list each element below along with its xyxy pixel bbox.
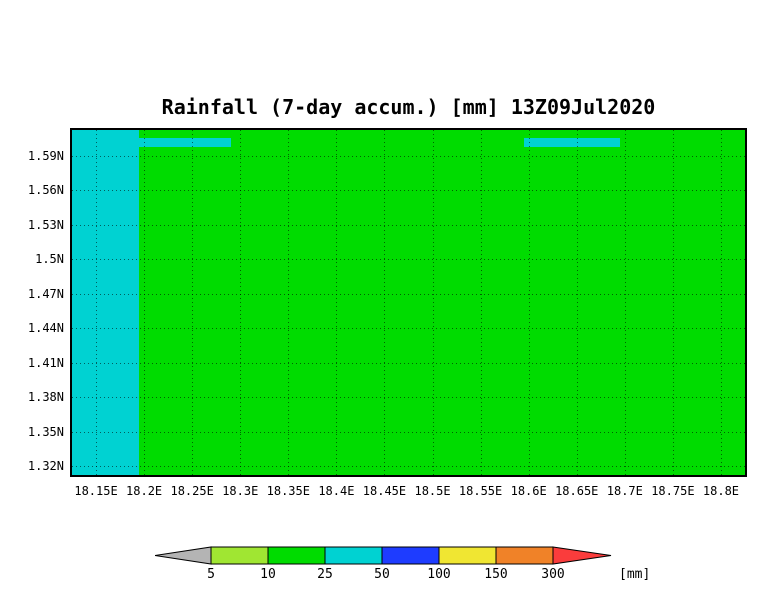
gridline-horizontal xyxy=(72,362,745,364)
colorbar-tick-label: 300 xyxy=(541,567,565,582)
gridline-vertical xyxy=(96,130,98,475)
colorbar-tick-label: 5 xyxy=(207,567,215,582)
y-tick-label: 1.53N xyxy=(27,217,64,232)
x-tick-label: 18.65E xyxy=(555,484,599,498)
y-tick-label: 1.5N xyxy=(35,252,64,267)
gridline-horizontal xyxy=(72,431,745,433)
colorbar-segment-blue xyxy=(381,546,440,565)
x-tick-label: 18.75E xyxy=(651,484,695,498)
colorbar-segment-gray xyxy=(154,546,212,565)
y-tick-label: 1.38N xyxy=(27,390,64,405)
colorbar-unit-label: [mm] xyxy=(619,567,651,582)
y-tick-label: 1.47N xyxy=(27,286,64,301)
gridline-vertical xyxy=(528,130,530,475)
gridline-horizontal xyxy=(72,190,745,192)
x-tick-label: 18.5E xyxy=(414,484,451,498)
rain-patch-west-band xyxy=(72,130,140,475)
gridline-horizontal xyxy=(72,224,745,226)
gridline-vertical xyxy=(384,130,386,475)
x-tick-label: 18.8E xyxy=(702,484,740,498)
gridline-horizontal xyxy=(72,155,745,157)
gridline-vertical xyxy=(288,130,290,475)
gridline-vertical xyxy=(672,130,674,475)
x-tick-label: 18.7E xyxy=(606,484,643,498)
gridline-vertical xyxy=(720,130,722,475)
chart-title: Rainfall (7-day accum.) [mm] 13Z09Jul202… xyxy=(161,95,656,119)
x-tick-label: 18.2E xyxy=(126,484,163,498)
x-tick-label: 18.45E xyxy=(362,484,407,498)
y-tick-label: 1.44N xyxy=(27,321,64,336)
x-tick-label: 18.25E xyxy=(170,484,214,498)
colorbar-segment-cyan xyxy=(324,546,383,565)
colorbar-segment-orange xyxy=(495,546,554,565)
x-tick-label: 18.6E xyxy=(510,484,547,498)
colorbar-scale xyxy=(154,546,612,565)
colorbar-segment-red xyxy=(552,546,612,565)
gridline-vertical xyxy=(432,130,434,475)
colorbar-segment-lightgreen xyxy=(210,546,269,565)
gridline-horizontal xyxy=(72,328,745,330)
colorbar xyxy=(154,546,625,568)
y-tick-label: 1.35N xyxy=(27,424,64,439)
x-tick-label: 18.35E xyxy=(266,484,310,498)
gridline-vertical xyxy=(624,130,626,475)
gridline-horizontal xyxy=(72,397,745,399)
colorbar-tick-label: 100 xyxy=(427,567,451,582)
y-tick-label: 1.56N xyxy=(27,183,64,198)
gridline-horizontal xyxy=(72,293,745,295)
gridline-horizontal xyxy=(72,259,745,261)
gridline-horizontal xyxy=(72,466,745,468)
gridline-vertical xyxy=(576,130,578,475)
gridline-vertical xyxy=(192,130,194,475)
colorbar-tick-label: 150 xyxy=(484,567,508,582)
gridline-vertical xyxy=(240,130,242,475)
colorbar-tick-label: 25 xyxy=(317,567,333,582)
x-tick-label: 18.55E xyxy=(458,484,503,498)
colorbar-tick-label: 10 xyxy=(260,567,276,582)
colorbar-segment-green xyxy=(267,546,326,565)
y-tick-label: 1.32N xyxy=(27,459,64,474)
gridline-vertical xyxy=(336,130,338,475)
x-tick-label: 18.15E xyxy=(74,484,118,498)
map-plot-area xyxy=(70,128,747,477)
colorbar-tick-label: 50 xyxy=(374,567,390,582)
y-tick-label: 1.41N xyxy=(27,355,64,370)
x-tick-label: 18.3E xyxy=(222,484,259,498)
colorbar-segment-yellow xyxy=(438,546,497,565)
rain-patch-north-band-west xyxy=(139,138,231,148)
rain-patch-north-band-east xyxy=(523,138,620,148)
gridline-vertical xyxy=(480,130,482,475)
gridline-vertical xyxy=(144,130,146,475)
x-tick-label: 18.4E xyxy=(318,484,355,498)
y-tick-label: 1.59N xyxy=(27,148,64,163)
